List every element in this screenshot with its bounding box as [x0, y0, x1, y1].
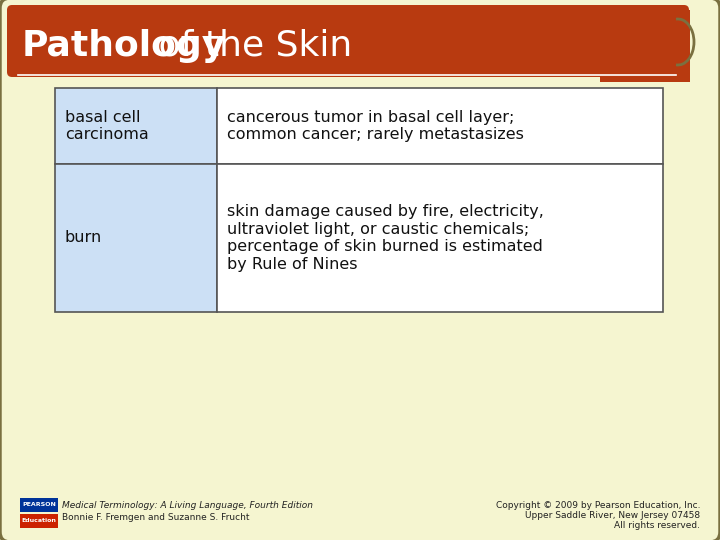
Text: of the Skin: of the Skin: [147, 29, 352, 63]
Text: Bonnie F. Fremgen and Suzanne S. Frucht: Bonnie F. Fremgen and Suzanne S. Frucht: [62, 514, 250, 523]
Bar: [217, 164, 663, 312]
Text: All rights reserved.: All rights reserved.: [614, 521, 700, 530]
Bar: [55, 164, 217, 312]
FancyBboxPatch shape: [7, 5, 689, 77]
Text: Pathology: Pathology: [22, 29, 226, 63]
Text: Upper Saddle River, New Jersey 07458: Upper Saddle River, New Jersey 07458: [525, 510, 700, 519]
Text: PEARSON: PEARSON: [22, 503, 56, 508]
Text: Medical Terminology: A Living Language, Fourth Edition: Medical Terminology: A Living Language, …: [62, 501, 313, 510]
Bar: [600, 10, 690, 82]
Bar: [20, 498, 58, 512]
Bar: [217, 88, 663, 164]
Text: Copyright © 2009 by Pearson Education, Inc.: Copyright © 2009 by Pearson Education, I…: [495, 501, 700, 510]
Text: basal cell
carcinoma: basal cell carcinoma: [65, 110, 149, 142]
Bar: [55, 88, 217, 164]
Text: cancerous tumor in basal cell layer;
common cancer; rarely metastasizes: cancerous tumor in basal cell layer; com…: [227, 110, 524, 142]
Text: skin damage caused by fire, electricity,
ultraviolet light, or caustic chemicals: skin damage caused by fire, electricity,…: [227, 205, 544, 272]
Bar: [20, 514, 58, 528]
Text: burn: burn: [65, 231, 102, 246]
Text: Education: Education: [22, 518, 56, 523]
